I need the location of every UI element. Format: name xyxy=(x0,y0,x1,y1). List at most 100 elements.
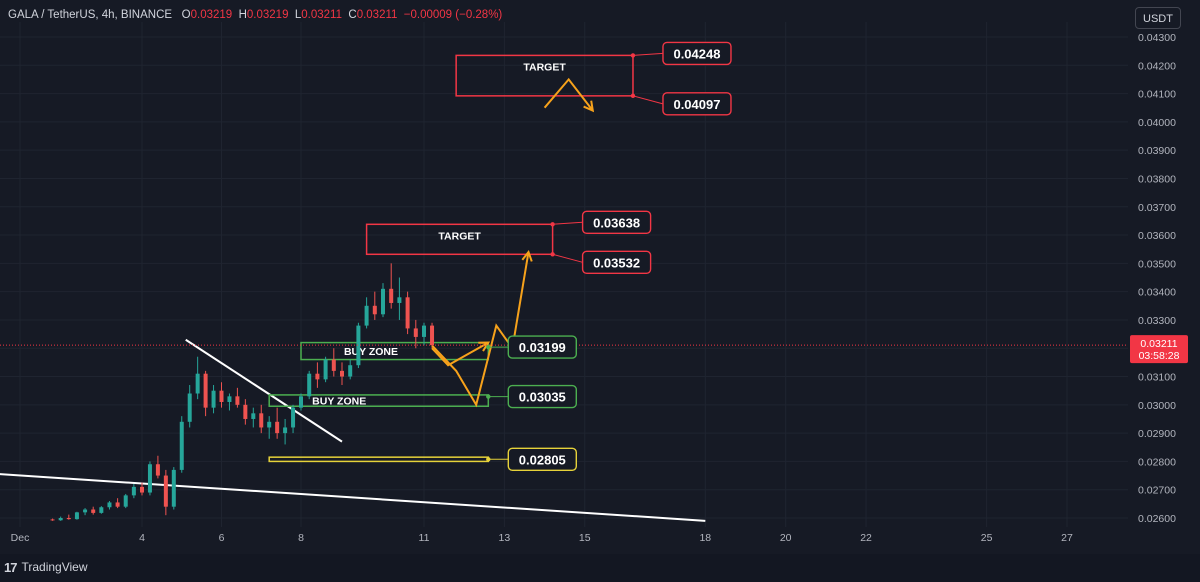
candle-body xyxy=(372,305,377,315)
projection-paths xyxy=(431,77,595,408)
buy-zone-label: BUY ZONE xyxy=(312,396,366,408)
target-bottom-callout-box[interactable] xyxy=(662,92,732,116)
price-tick-label: 0.03400 xyxy=(1138,287,1176,299)
buy-level-callout-box[interactable] xyxy=(507,335,577,359)
high-value: 0.03219 xyxy=(246,9,289,21)
time-axis[interactable]: Dec 4 6 8 11 13 15 18 20 22 25 27 xyxy=(11,532,1073,544)
time-tick-label: 6 xyxy=(219,532,225,544)
projection-path-short xyxy=(431,341,489,367)
tradingview-brand: TradingView xyxy=(21,560,88,574)
price-tick-label: 0.03300 xyxy=(1138,315,1176,327)
bar-countdown: 03:58:28 xyxy=(1139,350,1180,362)
target-bottom-callout-text: 0.04097 xyxy=(673,97,720,112)
buy-zone-label: BUY ZONE xyxy=(344,346,398,358)
open-value: 0.03219 xyxy=(190,9,233,21)
target-top-callout-box[interactable] xyxy=(581,210,652,235)
close-value: 0.03211 xyxy=(356,9,398,21)
candle-body xyxy=(364,305,369,326)
candle-body xyxy=(58,518,63,521)
time-tick-label: 11 xyxy=(419,532,430,544)
price-tick-label: 0.03900 xyxy=(1138,145,1176,157)
candle-body xyxy=(235,396,240,405)
target-zone-label: TARGET xyxy=(438,230,481,242)
support-level-callout-box[interactable] xyxy=(507,447,577,471)
buy-level-callout-text: 0.03035 xyxy=(519,390,566,405)
price-tick-label: 0.02600 xyxy=(1138,513,1176,525)
target-bottom-callout-text: 0.03532 xyxy=(593,255,640,270)
target-bottom-callout-connector xyxy=(552,253,583,263)
current-price-badge[interactable] xyxy=(1130,335,1188,364)
candle-body xyxy=(163,475,168,507)
support-zone-box xyxy=(268,456,490,463)
candle-body xyxy=(147,464,152,493)
time-tick-label: Dec xyxy=(11,532,30,544)
candle-body xyxy=(251,413,256,419)
close-label: C xyxy=(348,9,357,21)
candle-body xyxy=(123,495,128,507)
target-bottom-callout-box[interactable] xyxy=(581,250,652,274)
projection-path-upper-arrowhead xyxy=(583,100,595,113)
candle-body xyxy=(131,486,136,496)
symbol-header: GALA / TetherUS, 4h, BINANCE O0.03219 H0… xyxy=(8,9,502,21)
time-tick-label: 25 xyxy=(981,532,993,544)
buy-level-callout-box[interactable] xyxy=(507,384,577,409)
tradingview-logo[interactable]: 17 TradingView xyxy=(4,559,88,575)
time-tick-label: 13 xyxy=(499,532,511,544)
price-tick-label: 0.04200 xyxy=(1138,60,1176,72)
buy-level-callout-anchor xyxy=(486,344,491,350)
candle-body xyxy=(140,486,144,493)
candle-body xyxy=(422,325,426,337)
open-label: O xyxy=(181,9,191,21)
target-zone-box xyxy=(365,223,554,256)
candle-body xyxy=(91,509,96,513)
candle-body xyxy=(291,407,296,428)
projection-path-upper xyxy=(543,77,594,112)
target-bottom-callout-anchor xyxy=(550,252,555,257)
support-level-callout-anchor xyxy=(486,457,491,462)
low-value: 0.03211 xyxy=(301,9,342,21)
buy-zone-box xyxy=(300,341,490,361)
target-top-callout-box[interactable] xyxy=(662,41,732,66)
candle-body xyxy=(187,393,192,422)
projection-path-short-arrowhead xyxy=(478,341,491,352)
candles xyxy=(50,263,435,521)
low-label: L xyxy=(294,9,302,21)
change-value: −0.00009 (−0.28%) xyxy=(403,9,503,21)
candle-body xyxy=(171,469,176,507)
candle-body xyxy=(430,325,435,346)
candle-body xyxy=(413,328,418,337)
time-tick-label: 27 xyxy=(1061,532,1073,544)
candle-body xyxy=(243,404,248,419)
price-tick-label: 0.03800 xyxy=(1138,173,1176,185)
buy-level-callout-anchor xyxy=(486,394,491,399)
time-tick-label: 4 xyxy=(139,532,145,544)
buy-zone-box xyxy=(268,394,490,407)
price-tick-label: 0.04000 xyxy=(1138,117,1176,129)
candle-body xyxy=(283,427,288,434)
support-level-callout-text: 0.02805 xyxy=(519,452,566,467)
candle-body xyxy=(195,373,200,394)
target-bottom-callout-anchor xyxy=(630,93,636,99)
target-zone-label: TARGET xyxy=(523,61,566,73)
target-bottom-callout-connector xyxy=(632,95,664,105)
target-top-callout-connector xyxy=(632,52,664,56)
candle-body xyxy=(356,325,361,366)
price-tick-label: 0.02900 xyxy=(1138,428,1176,440)
price-tick-label: 0.03500 xyxy=(1138,258,1176,270)
tradingview-logo-icon: 17 xyxy=(4,559,18,575)
candle-body xyxy=(227,396,232,402)
currency-button[interactable]: USDT xyxy=(1135,7,1181,29)
symbol-name: GALA / TetherUS, 4h, BINANCE xyxy=(8,9,173,21)
time-tick-label: 20 xyxy=(780,532,792,544)
candle-body xyxy=(348,365,353,377)
price-axis[interactable]: 0.04300 0.04200 0.04100 0.04000 0.03900 0.038… xyxy=(1128,0,1200,554)
candle-body xyxy=(340,370,344,377)
candle-body xyxy=(315,373,320,380)
trendline xyxy=(0,473,706,522)
candle-body xyxy=(331,359,336,371)
candle-body xyxy=(179,421,184,470)
price-tick-label: 0.04100 xyxy=(1138,89,1176,101)
price-tick-label: 0.03600 xyxy=(1138,230,1176,242)
